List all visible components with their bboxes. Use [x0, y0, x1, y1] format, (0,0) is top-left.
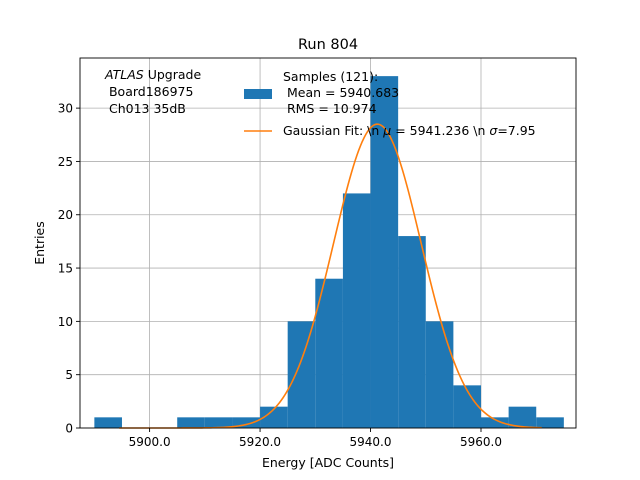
histogram-bars — [94, 76, 564, 428]
histogram-bar — [480, 417, 509, 428]
histogram-bar — [260, 406, 288, 428]
histogram-bar — [177, 417, 205, 428]
legend-fit-mu: μ — [382, 123, 391, 138]
y-tick-label: 25 — [58, 155, 73, 169]
axes-frame — [79, 57, 577, 429]
y-tick-label: 15 — [58, 262, 73, 276]
legend: Samples (121): Mean = 5940.683 RMS = 10.… — [244, 69, 536, 138]
legend-samples-line2: Mean = 5940.683 — [283, 85, 399, 100]
histogram-bar — [315, 278, 343, 428]
histogram-bar — [425, 321, 454, 428]
y-tick-label: 10 — [58, 315, 73, 329]
legend-fit-sigma: σ — [489, 123, 498, 138]
legend-fit-label: Gaussian Fit: \n μ = 5941.236 \n σ=7.95 — [283, 123, 536, 138]
legend-samples-line1: Samples (121): — [283, 69, 378, 84]
y-tick-label: 30 — [58, 102, 73, 116]
legend-swatch-samples — [244, 89, 272, 99]
y-tick-label: 20 — [58, 208, 73, 222]
histogram-bar — [508, 406, 537, 428]
info-text: ATLAS Upgrade Board186975 Ch013 35dB — [104, 67, 201, 116]
axis-ticks: 5900.0 5920.0 5940.0 5960.0 0 5 10 15 20 25 30 — [58, 102, 502, 449]
y-tick-label: 5 — [65, 368, 73, 382]
histogram-bar — [232, 417, 261, 428]
histogram-bar — [398, 236, 426, 428]
x-tick-label: 5900.0 — [129, 435, 171, 449]
atlas-label: ATLAS Upgrade — [104, 67, 201, 82]
histogram-bar — [453, 385, 481, 428]
board-label: Board186975 — [105, 84, 193, 99]
histogram-bar — [342, 193, 371, 428]
histogram-bar — [204, 417, 233, 428]
atlas-upgrade: Upgrade — [144, 67, 202, 82]
histogram-bar — [370, 76, 399, 428]
x-tick-label: 5960.0 — [460, 435, 502, 449]
legend-samples-line3: RMS = 10.974 — [283, 101, 377, 116]
legend-fit-mu-value: = 5941.236 \n — [391, 123, 489, 138]
channel-label: Ch013 35dB — [105, 101, 186, 116]
x-axis-label: Energy [ADC Counts] — [262, 455, 394, 470]
x-tick-label: 5940.0 — [350, 435, 392, 449]
chart-title: Run 804 — [298, 37, 358, 53]
atlas-italic: ATLAS — [104, 67, 144, 82]
histogram-bar — [536, 417, 564, 428]
x-tick-label: 5920.0 — [239, 435, 281, 449]
histogram-bar — [94, 417, 122, 428]
legend-fit-sigma-value: =7.95 — [497, 123, 535, 138]
y-axis-label: Entries — [32, 221, 47, 265]
legend-fit-prefix: Gaussian Fit: \n — [283, 123, 383, 138]
y-tick-label: 0 — [65, 422, 73, 436]
histogram-bar — [287, 321, 316, 428]
